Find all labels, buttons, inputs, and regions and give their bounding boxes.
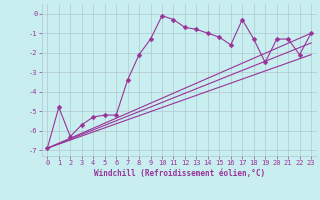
- X-axis label: Windchill (Refroidissement éolien,°C): Windchill (Refroidissement éolien,°C): [94, 169, 265, 178]
